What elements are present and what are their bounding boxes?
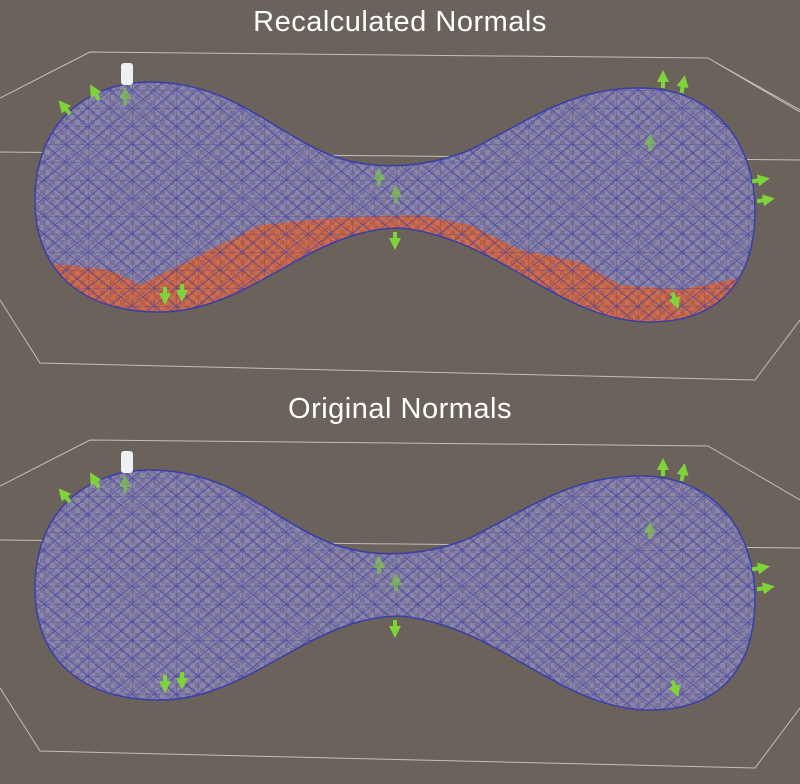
bounding-box (0, 439, 800, 769)
panel-title-original: Original Normals (288, 393, 512, 425)
panel-title-recalculated: Recalculated Normals (253, 6, 547, 38)
panel-recalculated (0, 51, 800, 381)
bounding-box (0, 51, 800, 381)
panel-original (0, 439, 800, 769)
gizmo-cylinder (121, 451, 133, 473)
gizmo-cylinder (121, 63, 133, 85)
